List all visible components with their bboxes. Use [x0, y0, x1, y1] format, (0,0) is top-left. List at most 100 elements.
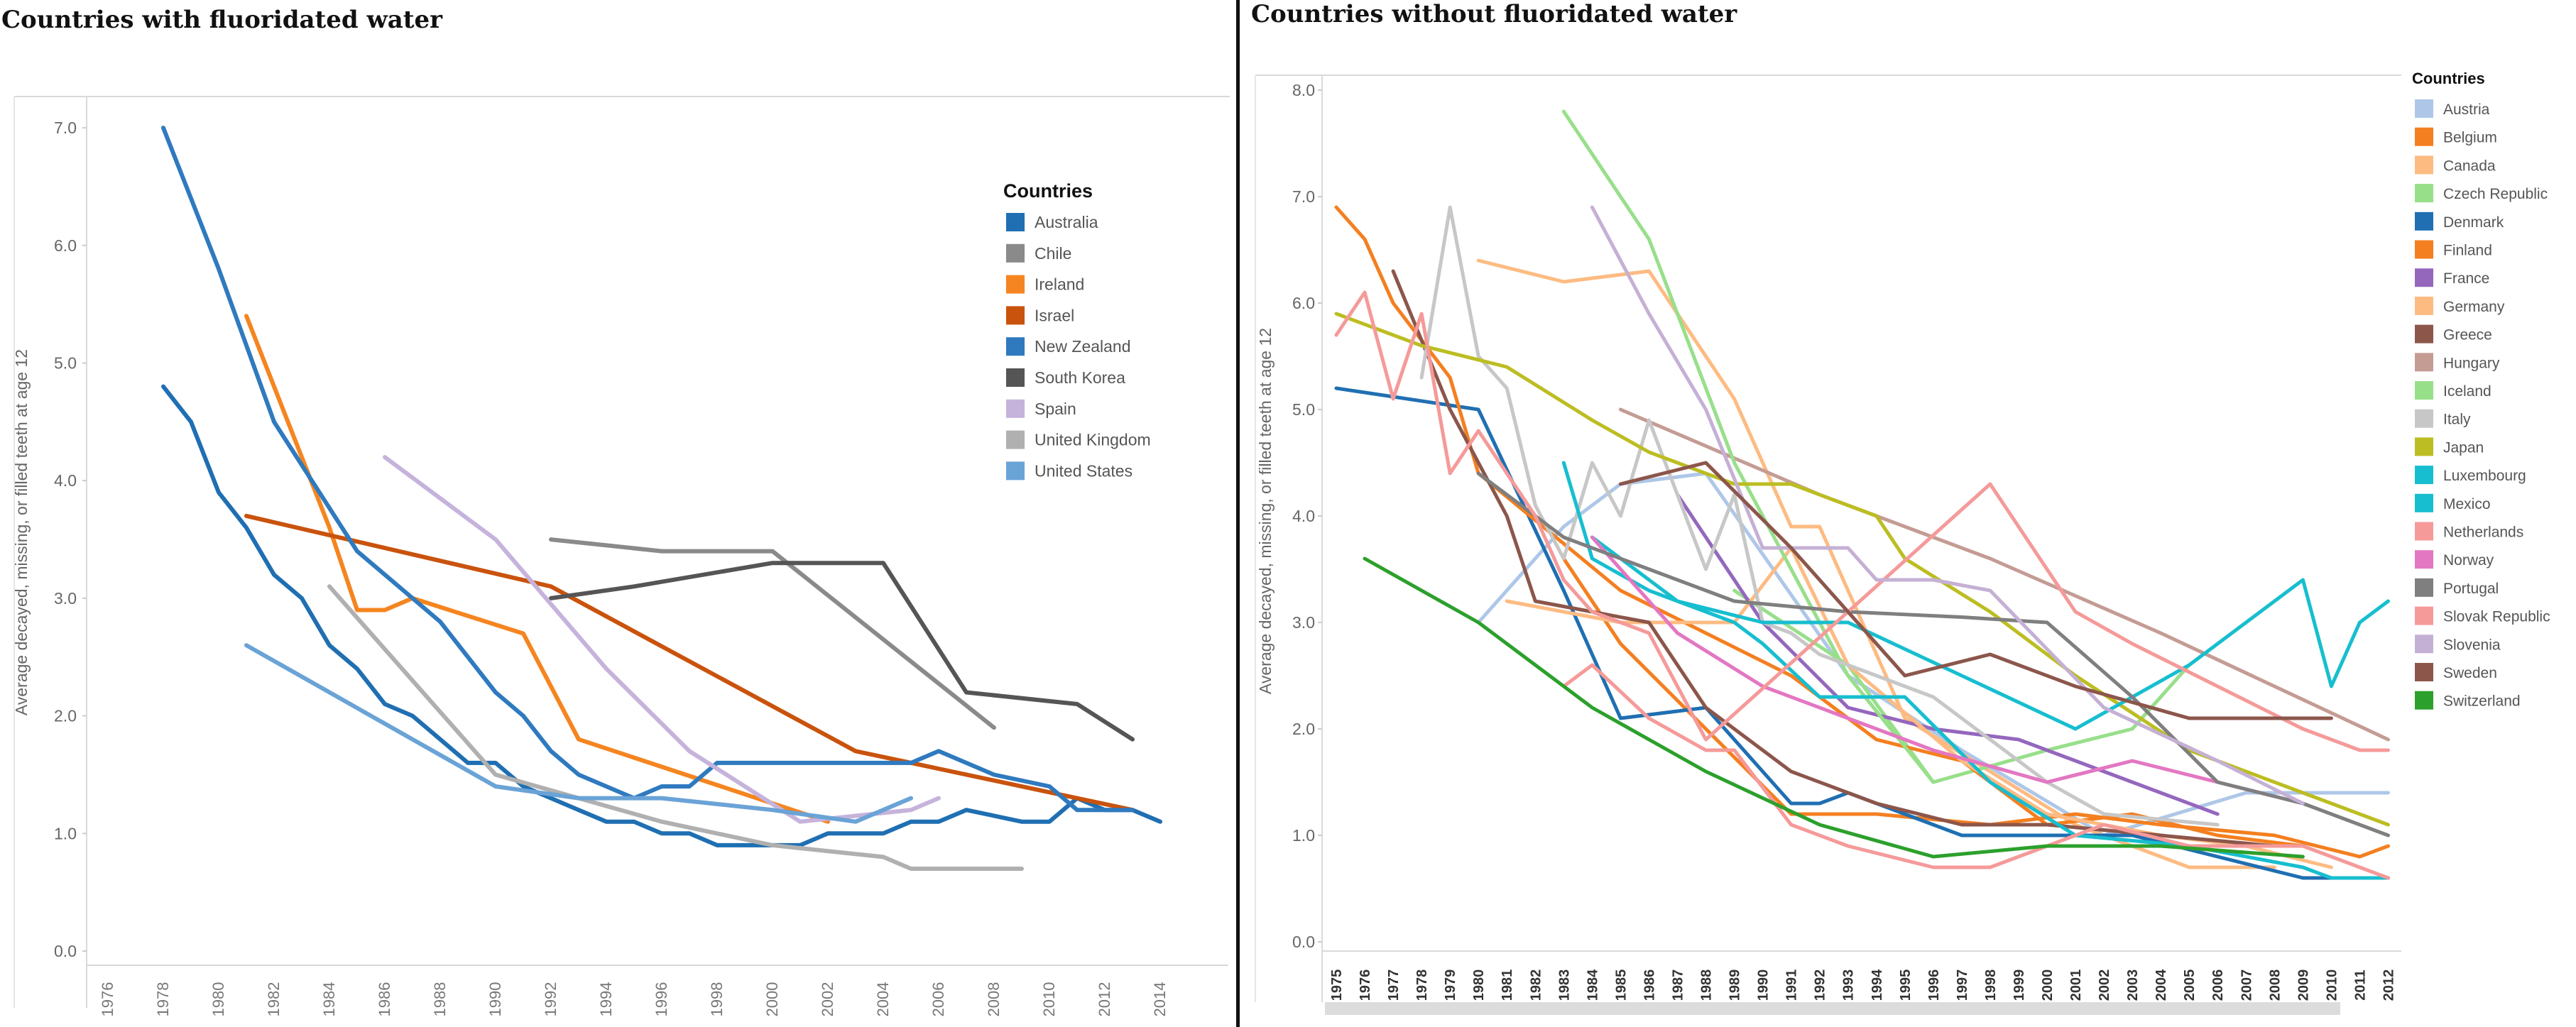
series-line-greece: [1391, 269, 2276, 848]
series-line-chile: [549, 537, 996, 730]
x-tick-label: 2000: [2040, 970, 2056, 1001]
legend-swatch-new-zealand: [1006, 337, 1025, 356]
y-tick-label: 8.0: [1292, 81, 1315, 99]
x-tick-label: 1992: [1813, 970, 1828, 1001]
y-tick-label: 5.0: [54, 354, 77, 373]
series-line-sweden: [1618, 461, 2333, 720]
legend-label-south-korea: South Korea: [1035, 368, 1125, 387]
legend-label-chile: Chile: [1035, 244, 1071, 263]
legend-swatch-ireland: [1006, 275, 1025, 294]
legend-label-portugal: Portugal: [2443, 581, 2499, 597]
y-tick-label: 0.0: [1292, 933, 1315, 951]
series-lines: [1334, 109, 2390, 880]
y-axis-title: Average decayed, missing, or filled teet…: [12, 349, 31, 715]
legend-swatch-chile: [1006, 243, 1025, 263]
x-tick-label: 1999: [2012, 970, 2027, 1001]
x-tick-label: 2002: [2097, 970, 2112, 1001]
x-tick-label: 1984: [320, 982, 338, 1017]
y-tick-label: 2.0: [54, 707, 77, 725]
series-line-united-kingdom: [327, 584, 1024, 871]
x-tick-label: 1987: [1670, 970, 1686, 1001]
legend-label-japan: Japan: [2443, 439, 2484, 456]
series-line-australia: [161, 384, 1162, 847]
series-line-hungary: [1618, 407, 2390, 742]
legend-swatch-norway: [2415, 550, 2433, 569]
x-tick-label: 2010: [2324, 970, 2340, 1001]
x-tick-label: 2012: [1096, 982, 1113, 1017]
x-tick-label: 1990: [1756, 970, 1772, 1001]
x-tick-label: 1991: [1784, 970, 1800, 1001]
series-line-slovak-republic: [1334, 290, 2390, 752]
legend-label-greece: Greece: [2443, 327, 2492, 344]
panel-divider: [1236, 0, 1240, 1027]
legend-swatch-australia: [1006, 213, 1025, 231]
right-chart-title: Countries without fluoridated water: [1251, 0, 1737, 28]
legend-swatch-austria: [2415, 99, 2433, 118]
x-tick-label: 1983: [1556, 970, 1572, 1001]
y-tick-label: 0.0: [54, 942, 77, 960]
series-line-portugal: [1476, 471, 2390, 837]
legend-label-netherlands: Netherlands: [2443, 525, 2523, 541]
legend-swatch-mexico: [2415, 493, 2433, 512]
x-tick-label: 2004: [874, 982, 892, 1017]
legend-label-switzerland: Switzerland: [2443, 693, 2521, 710]
x-tick-label: 2011: [2352, 970, 2368, 1000]
legend-label-ireland: Ireland: [1035, 275, 1084, 294]
x-tick-label: 1976: [1358, 970, 1373, 1001]
y-tick-label: 6.0: [1292, 294, 1315, 312]
legend-swatch-united-states: [1006, 461, 1025, 480]
legend-swatch-sweden: [2415, 663, 2433, 681]
legend-label-belgium: Belgium: [2443, 130, 2497, 146]
legend-label-new-zealand: New Zealand: [1035, 337, 1131, 356]
x-tick-label: 1986: [376, 982, 393, 1017]
series-line-ireland: [244, 314, 830, 824]
x-tick-label: 1994: [1870, 969, 1885, 1001]
series-line-canada: [1476, 258, 2276, 869]
x-tick-label: 1998: [1983, 970, 1999, 1001]
left-chart: 0.0 1.0 2.0 3.0 4.0 5.0 6.0 7.0 Average decayed,…: [12, 96, 1230, 1017]
x-tick-label: 2003: [2125, 970, 2141, 1001]
x-tick-label: 1990: [486, 982, 504, 1017]
series-line-italy: [1419, 205, 2220, 827]
x-tick-label: 1993: [1841, 970, 1857, 1001]
legend-swatch-israel: [1006, 306, 1025, 325]
legend-label-czech-republic: Czech Republic: [2443, 186, 2548, 202]
y-tick-label: 2.0: [1292, 720, 1315, 738]
x-tick-label: 2007: [2239, 970, 2254, 1001]
y-tick-label: 6.0: [54, 236, 77, 255]
legend-label-spain: Spain: [1035, 400, 1076, 418]
legend-swatch-germany: [2415, 296, 2433, 315]
legend-label-germany: Germany: [2443, 299, 2505, 315]
legend: Countries Austria Belgium Canada Czech Repub…: [2412, 70, 2550, 710]
y-tick-label: 1.0: [1292, 826, 1315, 845]
x-tick-label: 1978: [1414, 970, 1430, 1001]
legend-swatch-south-korea: [1006, 368, 1025, 387]
legend-swatch-italy: [2415, 409, 2433, 428]
x-tick-label: 2002: [819, 982, 836, 1017]
y-tick-label: 4.0: [54, 471, 77, 490]
x-tick-label: 1977: [1386, 970, 1402, 1001]
legend-label-mexico: Mexico: [2443, 496, 2491, 512]
legend-label-finland: Finland: [2443, 243, 2492, 259]
y-tick-label: 3.0: [54, 589, 77, 608]
legend-swatch-czech-republic: [2415, 184, 2433, 203]
legend-label-united-kingdom: United Kingdom: [1035, 431, 1151, 449]
y-tick-label: 4.0: [1292, 507, 1315, 525]
legend-label-australia: Australia: [1035, 213, 1098, 231]
legend-label-italy: Italy: [2443, 412, 2471, 428]
x-tick-label: 1997: [1955, 970, 1970, 1001]
series-line-switzerland: [1363, 556, 2305, 859]
legend-swatch-luxembourg: [2415, 466, 2433, 485]
legend: Countries Australia Chile Ireland Israel New …: [1003, 180, 1151, 480]
legend-label-slovak-republic: Slovak Republic: [2443, 609, 2550, 625]
legend-swatch-netherlands: [2415, 522, 2433, 541]
series-line-united-states: [244, 643, 913, 824]
x-tick-label: 1988: [1699, 970, 1715, 1001]
x-tick-label: 2012: [2381, 970, 2396, 1001]
series-line-netherlands: [1561, 663, 2390, 880]
legend-swatch-portugal: [2415, 578, 2433, 597]
legend-label-canada: Canada: [2443, 158, 2496, 174]
x-tick-label: 1981: [1500, 970, 1515, 1001]
legend-swatch-switzerland: [2415, 691, 2433, 710]
x-tick-label: 2006: [2210, 970, 2226, 1001]
